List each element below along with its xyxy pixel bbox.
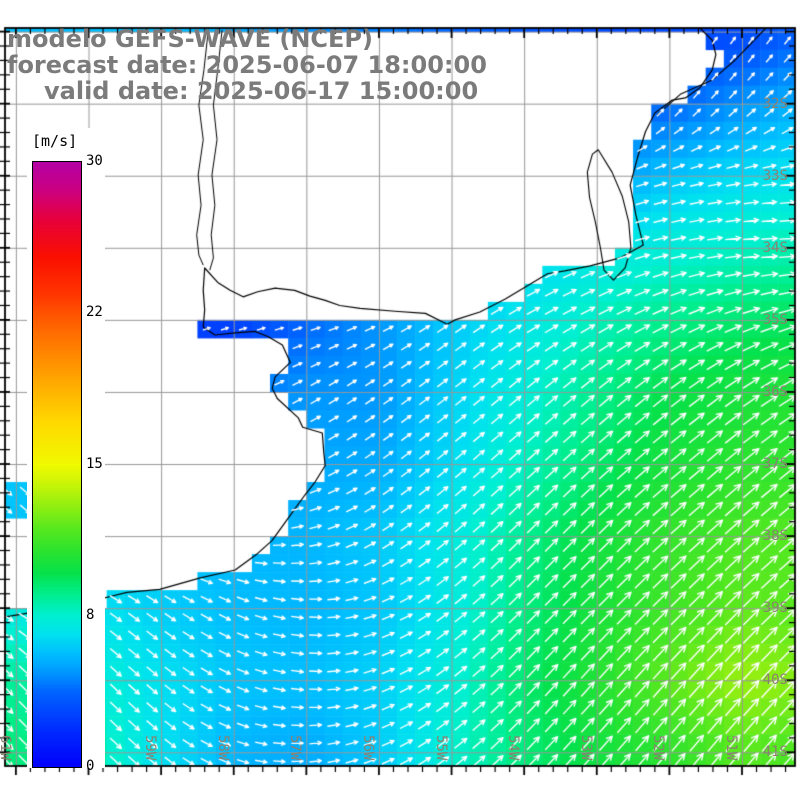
colorbar-tick-30: 30 bbox=[86, 153, 103, 169]
colorbar-tick-8: 8 bbox=[86, 606, 95, 623]
colorbar-gradient bbox=[32, 161, 82, 768]
model-title: modelo GEFS-WAVE (NCEP) bbox=[7, 25, 373, 53]
colorbar-tick-15: 15 bbox=[86, 455, 103, 472]
colorbar-tick-0: 0 bbox=[86, 758, 95, 774]
valid-date: valid date: 2025-06-17 15:00:00 bbox=[44, 77, 479, 105]
colorbar-unit-label: [m/s] bbox=[32, 132, 78, 150]
colorbar: [m/s] 30 22 15 8 0 bbox=[27, 128, 105, 774]
title-block: modelo GEFS-WAVE (NCEP) forecast date: 2… bbox=[7, 26, 487, 104]
colorbar-tick-22: 22 bbox=[86, 304, 103, 321]
forecast-date: forecast date: 2025-06-07 18:00:00 bbox=[7, 51, 487, 79]
